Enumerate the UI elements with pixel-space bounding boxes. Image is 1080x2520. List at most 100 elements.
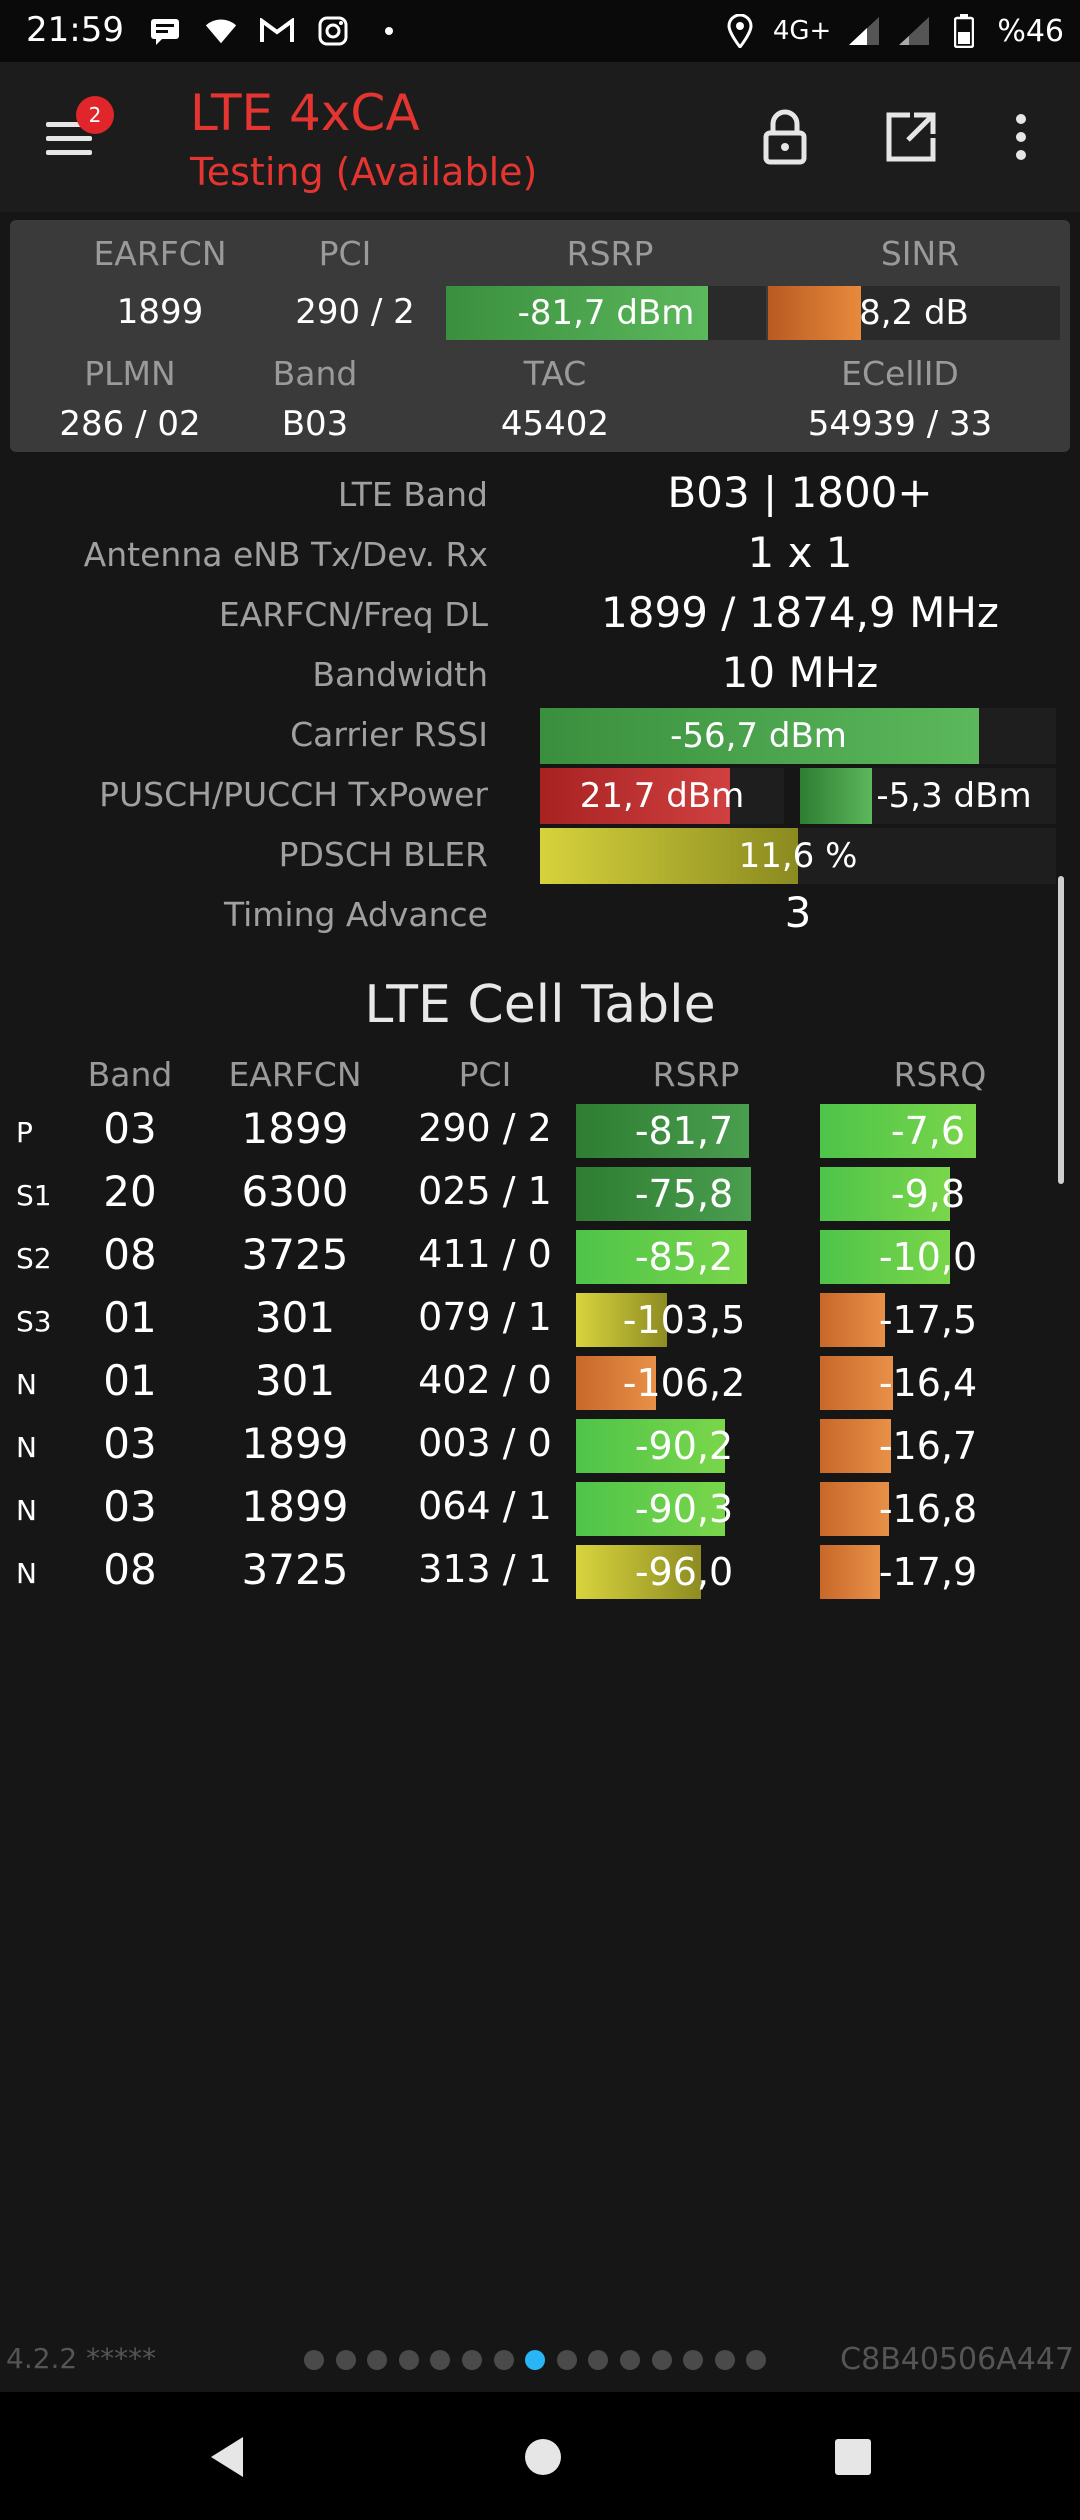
rsrq-value: -17,5 bbox=[878, 1298, 978, 1342]
page-dot[interactable] bbox=[651, 2350, 672, 2370]
signal-icon-2 bbox=[897, 14, 931, 48]
rsrp-bar bbox=[576, 1293, 667, 1347]
rsrp-bar bbox=[576, 1419, 725, 1473]
page-dot[interactable] bbox=[588, 2350, 609, 2370]
row-type: N bbox=[16, 1431, 37, 1464]
band-value: B03 bbox=[281, 404, 349, 444]
pci-cell: 003 / 0 bbox=[418, 1421, 552, 1465]
tac-value: 45402 bbox=[500, 404, 610, 444]
page-dot[interactable] bbox=[746, 2350, 767, 2370]
antenna-value: 1 x 1 bbox=[747, 528, 853, 577]
page-dot[interactable] bbox=[493, 2350, 514, 2370]
earfcn-cell: 1899 bbox=[241, 1104, 349, 1153]
pci-cell: 290 / 2 bbox=[418, 1106, 552, 1150]
rsrq-bar bbox=[820, 1104, 976, 1158]
pci-header: PCI bbox=[318, 234, 372, 273]
message-icon bbox=[148, 14, 182, 48]
sinr-bar-fill bbox=[768, 286, 862, 340]
pusch-fill bbox=[540, 768, 731, 824]
page-dot[interactable] bbox=[525, 2350, 546, 2370]
row-type: S1 bbox=[16, 1179, 52, 1212]
earfcn-freq-value: 1899 / 1874,9 MHz bbox=[601, 588, 999, 637]
back-icon[interactable] bbox=[192, 2422, 262, 2492]
earfcn-column-header: EARFCN bbox=[228, 1055, 362, 1094]
page-dot[interactable] bbox=[398, 2350, 419, 2370]
pci-cell: 411 / 0 bbox=[418, 1232, 552, 1276]
row-type: N bbox=[16, 1368, 37, 1401]
sinr-value: 8,2 dB bbox=[859, 293, 969, 333]
lock-icon[interactable] bbox=[750, 102, 820, 172]
device-id: C8B40506A447 bbox=[840, 2342, 1074, 2377]
page-dot[interactable] bbox=[619, 2350, 640, 2370]
rsrp-value: -81,7 dBm bbox=[517, 293, 695, 333]
bandwidth-label: Bandwidth bbox=[312, 655, 488, 694]
page-dot[interactable] bbox=[430, 2350, 451, 2370]
recents-icon[interactable] bbox=[818, 2422, 888, 2492]
carrier-rssi-value: -56,7 dBm bbox=[670, 716, 847, 756]
rsrp-value: -85,2 bbox=[634, 1235, 734, 1279]
more-vert-icon[interactable] bbox=[986, 102, 1056, 172]
bler-value: 11,6 % bbox=[738, 836, 858, 876]
band-cell: 03 bbox=[103, 1482, 157, 1531]
gmail-icon bbox=[260, 14, 294, 48]
lte-band-label: LTE Band bbox=[337, 475, 488, 514]
pci-cell: 025 / 1 bbox=[418, 1169, 552, 1213]
open-external-icon[interactable] bbox=[876, 102, 946, 172]
home-icon[interactable] bbox=[508, 2422, 578, 2492]
page-indicator[interactable] bbox=[304, 2350, 767, 2370]
carrier-rssi-bar: -56,7 dBm bbox=[540, 708, 1056, 764]
earfcn-cell: 3725 bbox=[241, 1545, 349, 1594]
pci-cell: 313 / 1 bbox=[418, 1547, 552, 1591]
row-type: S2 bbox=[16, 1242, 52, 1275]
instagram-icon bbox=[316, 14, 350, 48]
rsrq-column-header: RSRQ bbox=[893, 1055, 987, 1094]
band-column-header: Band bbox=[87, 1055, 173, 1094]
ecellid-header: ECellID bbox=[841, 354, 959, 393]
rsrp-bar-fill bbox=[446, 286, 709, 340]
signal-icon bbox=[847, 14, 881, 48]
pci-value: 290 / 2 bbox=[295, 292, 415, 332]
menu-button[interactable] bbox=[40, 110, 96, 166]
band-cell: 03 bbox=[103, 1104, 157, 1153]
page-dot[interactable] bbox=[304, 2350, 324, 2370]
rsrq-value: -10,0 bbox=[878, 1235, 978, 1279]
ecellid-value: 54939 / 33 bbox=[807, 404, 993, 444]
scrollbar[interactable] bbox=[1058, 876, 1064, 1184]
band-cell: 08 bbox=[103, 1545, 157, 1594]
earfcn-freq-label: EARFCN/Freq DL bbox=[218, 595, 488, 634]
page-dot[interactable] bbox=[367, 2350, 388, 2370]
rsrq-value: -16,8 bbox=[878, 1487, 978, 1531]
pusch-bar: 21,7 dBm bbox=[540, 768, 784, 824]
page-dot[interactable] bbox=[461, 2350, 482, 2370]
page-dot[interactable] bbox=[714, 2350, 735, 2370]
status-bar: 21:59 4G+ %46 bbox=[0, 0, 1080, 62]
rsrq-bar bbox=[820, 1167, 950, 1221]
rsrq-bar bbox=[820, 1230, 950, 1284]
plmn-value: 286 / 02 bbox=[59, 404, 201, 444]
bler-label: PDSCH BLER bbox=[278, 835, 488, 874]
lte-band-value: B03 | 1800+ bbox=[667, 468, 933, 517]
page-dot[interactable] bbox=[556, 2350, 577, 2370]
rsrp-column-header: RSRP bbox=[652, 1055, 740, 1094]
page-dot[interactable] bbox=[335, 2350, 356, 2370]
timing-advance-label: Timing Advance bbox=[223, 895, 488, 934]
page-dot[interactable] bbox=[683, 2350, 704, 2370]
row-type: N bbox=[16, 1557, 37, 1590]
rsrq-value: -17,9 bbox=[878, 1550, 978, 1594]
earfcn-cell: 301 bbox=[254, 1356, 336, 1405]
earfcn-cell: 1899 bbox=[241, 1419, 349, 1468]
rsrq-value: -9,8 bbox=[890, 1172, 966, 1216]
network-type: 4G+ bbox=[772, 16, 832, 46]
dot-icon bbox=[372, 14, 406, 48]
rsrq-bar bbox=[820, 1545, 880, 1599]
timing-advance-value: 3 bbox=[784, 888, 812, 937]
location-icon bbox=[723, 14, 757, 48]
wifi-icon bbox=[204, 14, 238, 48]
band-cell: 03 bbox=[103, 1419, 157, 1468]
rsrq-bar bbox=[820, 1419, 891, 1473]
status-time: 21:59 bbox=[26, 10, 124, 50]
bler-fill bbox=[540, 828, 798, 884]
pci-cell: 079 / 1 bbox=[418, 1295, 552, 1339]
band-cell: 08 bbox=[103, 1230, 157, 1279]
pusch-value: 21,7 dBm bbox=[579, 776, 745, 816]
